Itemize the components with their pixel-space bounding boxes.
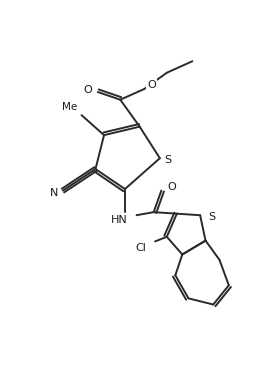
Text: Me: Me [62, 102, 78, 112]
Text: HN: HN [110, 215, 127, 225]
Text: Cl: Cl [135, 242, 146, 252]
Text: O: O [147, 80, 156, 90]
Text: N: N [50, 188, 58, 198]
Text: S: S [208, 212, 215, 222]
Text: O: O [168, 183, 176, 193]
Text: S: S [164, 155, 171, 165]
Text: O: O [83, 86, 92, 96]
